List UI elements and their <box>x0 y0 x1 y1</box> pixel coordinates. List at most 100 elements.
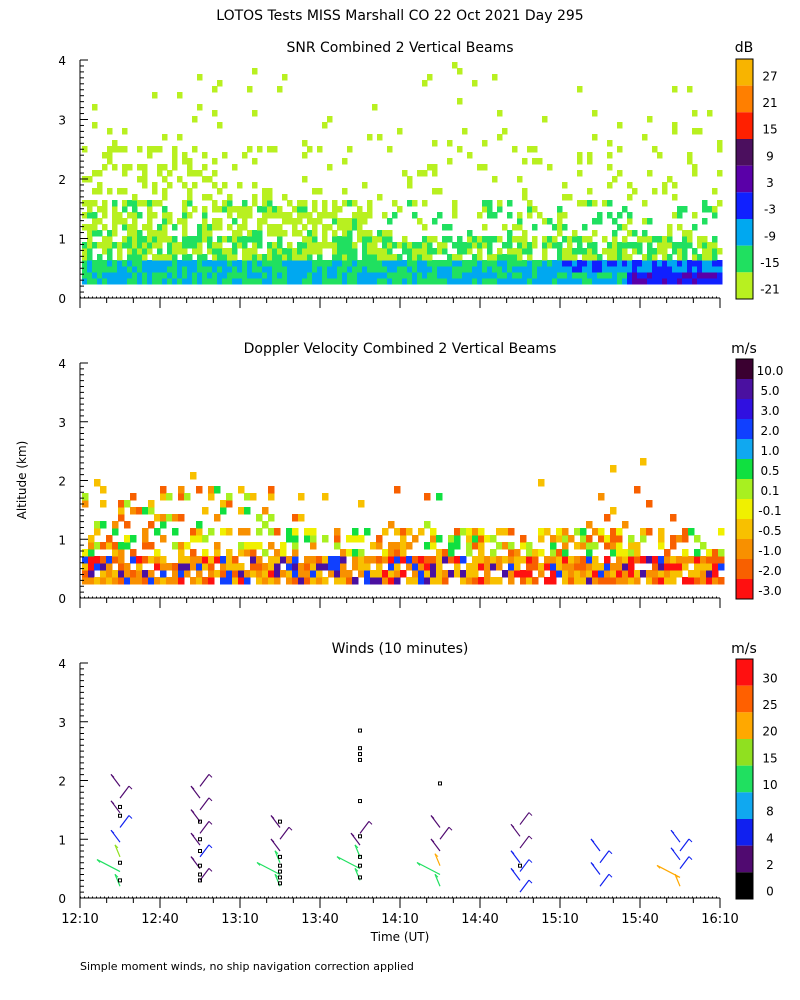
snr-cell <box>547 242 553 249</box>
snr-cell <box>412 242 418 249</box>
snr-cell <box>497 266 503 273</box>
snr-cell <box>147 224 153 231</box>
snr-cell <box>712 266 718 273</box>
doppler-cell <box>598 570 605 578</box>
snr-cell <box>272 248 278 255</box>
snr-cell <box>167 260 173 267</box>
snr-cell <box>172 146 178 153</box>
wind-barb-flag <box>274 850 279 855</box>
snr-cell <box>332 230 338 237</box>
snr-cell <box>232 230 238 237</box>
doppler-cell <box>238 577 245 585</box>
y-tick-label: 0 <box>58 892 66 906</box>
snr-cell <box>252 236 258 243</box>
snr-cell <box>322 242 328 249</box>
doppler-cell <box>400 535 407 543</box>
doppler-cell <box>562 570 569 578</box>
colorbar-swatch <box>736 499 753 519</box>
snr-cell <box>92 218 98 225</box>
snr-cell <box>477 164 483 171</box>
snr-cell <box>292 218 298 225</box>
snr-cell <box>652 146 658 153</box>
snr-cell <box>357 212 363 219</box>
doppler-cell <box>502 542 509 550</box>
doppler-cell <box>364 528 371 536</box>
doppler-cell <box>220 577 227 585</box>
doppler-cell <box>610 570 617 578</box>
snr-cell <box>197 248 203 255</box>
doppler-cell <box>694 549 701 557</box>
doppler-cell <box>298 570 305 578</box>
wind-barb <box>199 774 210 787</box>
doppler-cell <box>544 577 551 585</box>
doppler-cell <box>526 570 533 578</box>
snr-cell <box>462 248 468 255</box>
snr-cell <box>477 278 483 285</box>
snr-cell <box>587 152 593 159</box>
doppler-cell <box>664 556 671 564</box>
snr-cell <box>222 278 228 285</box>
snr-cell <box>692 170 698 177</box>
snr-cell <box>112 230 118 237</box>
doppler-cell <box>448 549 455 557</box>
doppler-cell <box>166 493 173 501</box>
snr-cell <box>362 182 368 189</box>
snr-cell <box>497 260 503 267</box>
snr-cell <box>342 248 348 255</box>
doppler-cell <box>178 514 185 522</box>
snr-cell <box>492 74 498 81</box>
snr-cell <box>272 230 278 237</box>
snr-cell <box>367 248 373 255</box>
doppler-cell <box>256 528 263 536</box>
snr-cell <box>357 266 363 273</box>
snr-cell <box>392 278 398 285</box>
doppler-cell <box>226 500 233 508</box>
doppler-cell <box>490 577 497 585</box>
snr-cell <box>317 278 323 285</box>
doppler-cell <box>466 577 473 585</box>
snr-cell <box>212 224 218 231</box>
snr-cell <box>382 248 388 255</box>
doppler-cell <box>298 563 305 571</box>
doppler-cell <box>286 556 293 564</box>
doppler-cell <box>616 528 623 536</box>
doppler-cell <box>148 570 155 578</box>
snr-cell <box>382 242 388 249</box>
snr-cell <box>567 242 573 249</box>
snr-cell <box>282 254 288 261</box>
snr-cell <box>457 272 463 279</box>
snr-cell <box>522 158 528 165</box>
doppler-cell <box>574 556 581 564</box>
doppler-cell <box>172 514 179 522</box>
doppler-cell <box>658 570 665 578</box>
doppler-cell <box>220 500 227 508</box>
snr-cell <box>702 206 708 213</box>
snr-cell <box>237 242 243 249</box>
colorbar-label: 3 <box>766 176 774 190</box>
snr-cell <box>152 92 158 99</box>
snr-cell <box>122 170 128 177</box>
snr-cell <box>632 266 638 273</box>
snr-cell <box>117 188 123 195</box>
doppler-cell <box>202 549 209 557</box>
snr-cell <box>247 272 253 279</box>
wind-barb <box>656 864 681 878</box>
snr-cell <box>642 278 648 285</box>
doppler-cell <box>334 570 341 578</box>
snr-cell <box>577 86 583 93</box>
y-axis-label: Altitude (km) <box>15 441 29 520</box>
snr-cell <box>107 248 113 255</box>
figure-title: LOTOS Tests MISS Marshall CO 22 Oct 2021… <box>216 8 583 24</box>
snr-cell <box>352 248 358 255</box>
snr-cell <box>652 188 658 195</box>
snr-cell <box>707 266 713 273</box>
snr-cell <box>382 272 388 279</box>
snr-cell <box>487 266 493 273</box>
snr-cell <box>147 278 153 285</box>
snr-cell <box>367 278 373 285</box>
snr-cell <box>567 272 573 279</box>
snr-cell <box>167 212 173 219</box>
snr-cell <box>87 260 93 267</box>
wind-barb <box>199 821 210 834</box>
doppler-cell <box>670 570 677 578</box>
